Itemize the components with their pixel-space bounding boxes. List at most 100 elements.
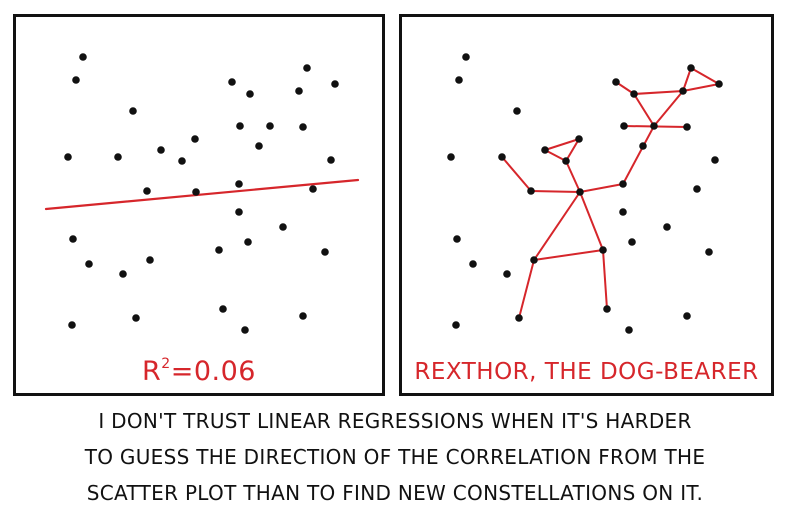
data-point bbox=[469, 260, 477, 268]
constellation-edge bbox=[690, 67, 720, 85]
data-point bbox=[452, 321, 460, 329]
scatter-plot-regression bbox=[44, 53, 360, 334]
data-point bbox=[192, 188, 200, 196]
constellation-edge bbox=[633, 93, 655, 127]
data-point bbox=[650, 122, 658, 130]
data-point bbox=[541, 146, 549, 154]
regression-panel: R2=0.06 bbox=[13, 14, 385, 396]
constellation-edge bbox=[682, 83, 720, 92]
constellation-edge bbox=[653, 90, 684, 127]
data-point bbox=[279, 223, 287, 231]
data-point bbox=[331, 80, 339, 88]
data-point bbox=[711, 156, 719, 164]
data-point bbox=[266, 122, 274, 130]
data-point bbox=[503, 270, 511, 278]
regression-line bbox=[44, 178, 360, 211]
data-point bbox=[246, 90, 254, 98]
data-point bbox=[228, 78, 236, 86]
data-point bbox=[72, 76, 80, 84]
data-point bbox=[687, 64, 695, 72]
data-point bbox=[146, 256, 154, 264]
constellation-edge bbox=[544, 149, 567, 162]
caption-line-2: TO GUESS THE DIRECTION OF THE CORRELATIO… bbox=[84, 445, 706, 469]
data-point bbox=[527, 187, 535, 195]
data-point bbox=[603, 305, 611, 313]
data-point bbox=[157, 146, 165, 154]
data-point bbox=[235, 208, 243, 216]
data-point bbox=[236, 122, 244, 130]
data-point bbox=[447, 153, 455, 161]
data-point bbox=[64, 153, 72, 161]
caption-line-1: I DON'T TRUST LINEAR REGRESSIONS WHEN IT… bbox=[98, 409, 692, 433]
data-point bbox=[628, 238, 636, 246]
constellation-edge bbox=[544, 138, 580, 151]
constellation-edge bbox=[518, 259, 535, 319]
data-point bbox=[619, 208, 627, 216]
constellation-edge bbox=[602, 249, 608, 310]
data-point bbox=[693, 185, 701, 193]
constellation-edge bbox=[565, 160, 581, 193]
data-point bbox=[575, 135, 583, 143]
data-point bbox=[241, 326, 249, 334]
data-point bbox=[513, 107, 521, 115]
constellation-edge bbox=[501, 156, 532, 192]
data-point bbox=[498, 153, 506, 161]
caption-line-3: SCATTER PLOT THAN TO FIND NEW CONSTELLAT… bbox=[86, 481, 704, 505]
data-point bbox=[79, 53, 87, 61]
constellation-edge bbox=[682, 67, 692, 92]
data-point bbox=[295, 87, 303, 95]
constellation-edge bbox=[533, 249, 604, 261]
data-point bbox=[683, 123, 691, 131]
constellation-label: REXTHOR, THE DOG-BEARER bbox=[414, 359, 759, 385]
data-point bbox=[625, 326, 633, 334]
r-squared-base: R bbox=[142, 356, 162, 387]
constellation-edge bbox=[622, 125, 655, 185]
r-squared-label: R2=0.06 bbox=[16, 356, 382, 387]
data-point bbox=[705, 248, 713, 256]
data-point bbox=[639, 142, 647, 150]
data-point bbox=[576, 188, 584, 196]
data-point bbox=[119, 270, 127, 278]
scatter-plot-constellation bbox=[447, 53, 723, 334]
data-point bbox=[530, 256, 538, 264]
data-point bbox=[620, 122, 628, 130]
data-point bbox=[455, 76, 463, 84]
data-point bbox=[178, 157, 186, 165]
data-point bbox=[132, 314, 140, 322]
data-point bbox=[630, 90, 638, 98]
data-point bbox=[309, 185, 317, 193]
data-point bbox=[299, 123, 307, 131]
data-point bbox=[683, 312, 691, 320]
data-point bbox=[191, 135, 199, 143]
data-point bbox=[235, 180, 243, 188]
data-point bbox=[143, 187, 151, 195]
constellation-edge bbox=[530, 190, 581, 193]
data-point bbox=[453, 235, 461, 243]
constellation-edge bbox=[579, 183, 624, 193]
data-point bbox=[679, 87, 687, 95]
comic-caption: I DON'T TRUST LINEAR REGRESSIONS WHEN IT… bbox=[0, 403, 790, 511]
data-point bbox=[85, 260, 93, 268]
constellation-edge bbox=[579, 191, 604, 251]
data-point bbox=[68, 321, 76, 329]
constellation-panel: REXTHOR, THE DOG-BEARER bbox=[399, 14, 774, 396]
data-point bbox=[129, 107, 137, 115]
data-point bbox=[515, 314, 523, 322]
data-point bbox=[715, 80, 723, 88]
data-point bbox=[321, 248, 329, 256]
constellation-edge bbox=[565, 138, 580, 162]
data-point bbox=[219, 305, 227, 313]
constellation-edge bbox=[633, 90, 684, 95]
data-point bbox=[462, 53, 470, 61]
data-point bbox=[114, 153, 122, 161]
data-point bbox=[663, 223, 671, 231]
r-squared-value: =0.06 bbox=[170, 356, 256, 387]
data-point bbox=[299, 312, 307, 320]
data-point bbox=[612, 78, 620, 86]
data-point bbox=[303, 64, 311, 72]
data-point bbox=[327, 156, 335, 164]
data-point bbox=[69, 235, 77, 243]
constellation-edge bbox=[533, 191, 581, 261]
data-point bbox=[619, 180, 627, 188]
r-squared-exponent: 2 bbox=[161, 356, 171, 372]
